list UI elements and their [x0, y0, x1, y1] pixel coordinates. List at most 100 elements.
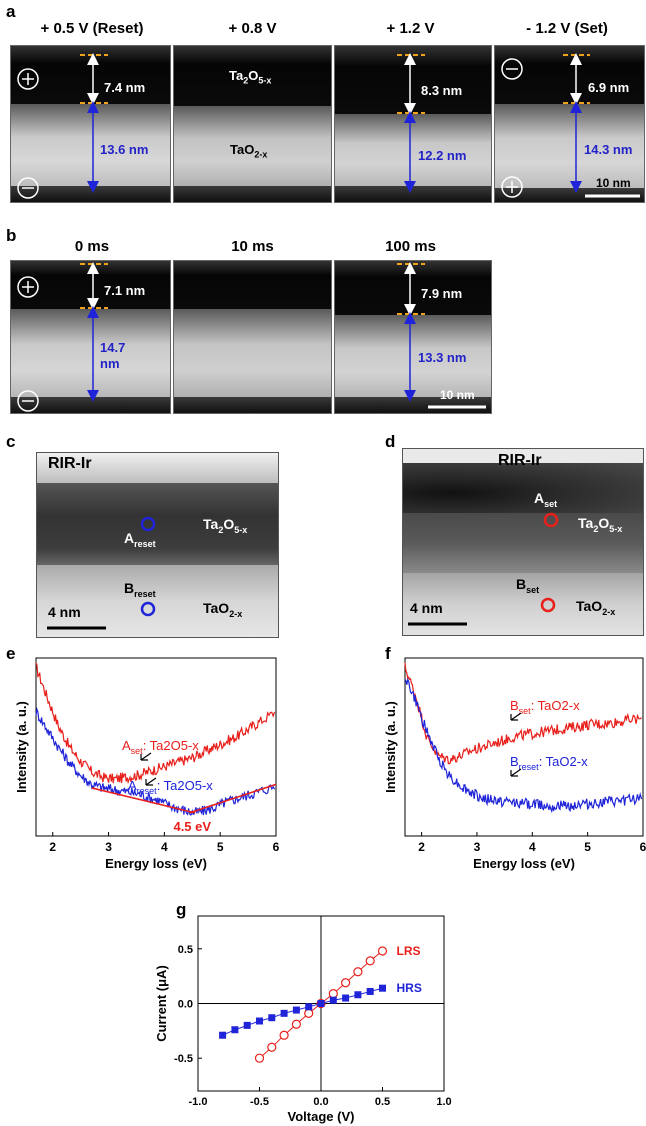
- data-point: [267, 1042, 277, 1052]
- panel-a-overlay: [17, 53, 640, 199]
- series-label: Areset: Ta2O5-x: [128, 778, 213, 796]
- y-axis-label: Current (μA): [154, 965, 169, 1042]
- series-label: LRS: [397, 944, 421, 958]
- data-point: [268, 1014, 276, 1022]
- x-tick-label: 0.0: [313, 1096, 328, 1108]
- fit-line: [91, 787, 196, 814]
- data-point: [243, 1021, 251, 1029]
- data-point: [254, 1053, 265, 1063]
- panel-d-title: RIR-Ir: [498, 452, 542, 469]
- thickness-label: 6.9 nm: [588, 80, 630, 95]
- label-arrow: [140, 752, 152, 761]
- data-point: [342, 994, 350, 1002]
- scalebar-label: 10 nm: [440, 388, 475, 402]
- plot-frame: [404, 657, 644, 837]
- plus-icon: [501, 176, 523, 198]
- panel-a-header-3: + 1.2 V: [386, 20, 435, 37]
- x-tick-label: 6: [640, 840, 646, 854]
- data-point: [329, 996, 337, 1004]
- panel-d-overlay: [408, 512, 559, 626]
- data-point: [354, 991, 362, 999]
- layer-label-bottom: TaO2-x: [203, 600, 243, 619]
- panel-a-header-1: + 0.5 V (Reset): [40, 20, 144, 37]
- layer-label-bottom: TaO2-x: [230, 142, 268, 160]
- x-tick-label: 4: [529, 840, 536, 854]
- data-point: [219, 1031, 227, 1039]
- data-point: [379, 984, 386, 992]
- thickness-label: 12.2 nm: [418, 148, 467, 163]
- panel-a-header-4: - 1.2 V (Set): [526, 20, 608, 37]
- panel-letter-c: c: [6, 432, 16, 451]
- y-axis-label: Intensity (a. u.): [383, 701, 398, 793]
- scalebar-label: 4 nm: [410, 600, 443, 616]
- panel-letter-f: f: [385, 644, 391, 663]
- y-tick-label: -0.5: [174, 1053, 193, 1065]
- data-point: [292, 1006, 300, 1014]
- series-label: HRS: [397, 981, 422, 995]
- series-line: [35, 662, 276, 785]
- fit-line: [189, 783, 277, 814]
- chart-e: 2 3 4 5 6 Energy loss (eV) Intensity (a. u.) As…: [14, 657, 280, 871]
- series-label: Breset: TaO2-x: [510, 754, 588, 772]
- data-point: [256, 1017, 263, 1025]
- series-line: [35, 706, 276, 816]
- x-tick-label: 4: [161, 840, 168, 854]
- point-label: Areset: [124, 530, 156, 549]
- data-point: [231, 1026, 239, 1034]
- x-tick-label: 3: [105, 840, 112, 854]
- chart-f: 2 3 4 5 6 Energy loss (eV) Intensity (a. u.) Bs…: [383, 657, 646, 871]
- series-label: Aset: Ta2O5-x: [122, 738, 199, 756]
- panel-a-header-2: + 0.8 V: [228, 20, 277, 37]
- annotation-label: 4.5 eV: [173, 819, 211, 834]
- layer-label-top: Ta2O5-x: [578, 515, 623, 534]
- panel-letter-g: g: [176, 900, 187, 919]
- panel-letter-d: d: [385, 432, 396, 451]
- data-point: [353, 967, 363, 977]
- thickness-label: 7.4 nm: [104, 80, 146, 95]
- thickness-label: 14.7: [100, 340, 126, 355]
- x-axis-label: Energy loss (eV): [473, 856, 575, 871]
- panel-letter-b: b: [6, 226, 17, 245]
- x-tick-label: -1.0: [189, 1096, 208, 1108]
- label-arrow: [145, 777, 157, 786]
- x-tick-label: 6: [273, 840, 280, 854]
- thickness-label: 8.3 nm: [421, 83, 463, 98]
- layer-label-bottom: TaO2-x: [576, 598, 616, 617]
- point-label: Bset: [516, 576, 540, 595]
- thickness-label: nm: [100, 356, 120, 371]
- data-point: [328, 989, 338, 999]
- y-tick-label: 0.0: [178, 999, 193, 1011]
- x-tick-label: 0.5: [375, 1096, 390, 1108]
- x-tick-label: 2: [418, 840, 425, 854]
- data-point: [365, 956, 375, 966]
- thickness-label: 13.3 nm: [418, 350, 467, 365]
- tem-image-a4: [494, 45, 645, 203]
- panel-b-overlay: [17, 262, 486, 412]
- series-label: Bset: TaO2-x: [510, 698, 580, 716]
- panel-letter-a: a: [6, 2, 16, 21]
- panel-b-header-3: 100 ms: [385, 238, 436, 255]
- panel-b-header-2: 10 ms: [231, 238, 274, 255]
- point-marker: [140, 516, 156, 532]
- panel-c-overlay: [47, 516, 156, 630]
- data-point: [291, 1019, 301, 1029]
- tem-image-a2: [173, 45, 332, 203]
- data-point: [279, 1030, 289, 1040]
- plus-icon: [17, 68, 39, 90]
- thickness-label: 14.3 nm: [584, 142, 633, 157]
- point-marker: [540, 597, 556, 613]
- x-tick-label: 1.0: [436, 1096, 451, 1108]
- tem-image-d: [402, 448, 644, 636]
- layer-label-top: Ta2O5-x: [229, 68, 272, 86]
- x-tick-label: 5: [217, 840, 224, 854]
- minus-icon: [17, 177, 39, 199]
- minus-icon: [17, 390, 39, 412]
- panel-c-title: RIR-Ir: [48, 455, 92, 472]
- chart-g: -1.0 -0.5 0.0 0.5 1.0 -0.5 0.0 0.5 Voltage (V) Cu…: [154, 915, 452, 1124]
- x-tick-label: 3: [474, 840, 481, 854]
- label-arrow: [510, 768, 522, 777]
- tem-image-c: [36, 452, 279, 638]
- scalebar-label: 10 nm: [596, 176, 631, 190]
- x-tick-label: 5: [584, 840, 591, 854]
- point-label: Aset: [534, 490, 558, 509]
